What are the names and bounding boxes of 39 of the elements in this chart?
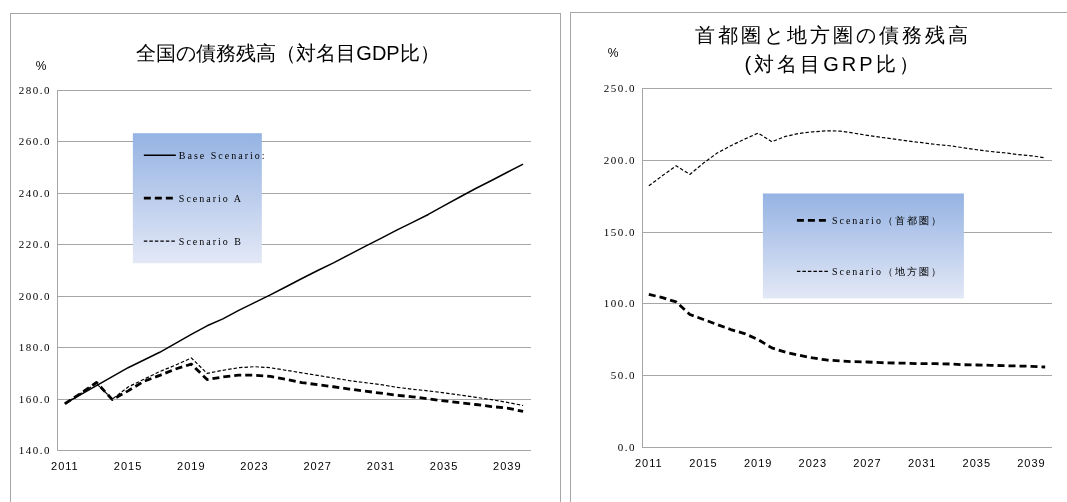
legend-label: Scenario（地方圏）	[831, 265, 943, 277]
x-tick-label: 2035	[962, 457, 992, 469]
x-tick-label: 2019	[743, 457, 773, 469]
x-tick-label: 2027	[853, 457, 882, 469]
y-tick-label: 200.0	[18, 289, 51, 302]
x-tick-label: 2039	[1017, 457, 1046, 469]
x-tick-label: 2011	[51, 460, 79, 472]
legend-label: Base Scenario:	[178, 149, 267, 161]
y-tick-label: 140.0	[18, 444, 51, 456]
y-axis-title: %	[607, 46, 619, 60]
x-tick-label: 2039	[493, 460, 522, 472]
y-tick-label: 250.0	[603, 82, 636, 94]
y-tick-label: 100.0	[603, 297, 636, 310]
y-tick-label: 160.0	[18, 392, 51, 405]
y-tick-label: 220.0	[18, 238, 51, 251]
x-tick-label: 2031	[907, 457, 937, 469]
legend-label: Scenario（首都圏）	[831, 214, 943, 226]
x-tick-label: 2035	[429, 460, 459, 472]
y-tick-label: 150.0	[603, 225, 636, 238]
x-tick-label: 2027	[303, 460, 332, 472]
y-tick-label: 0.0	[617, 441, 636, 453]
x-tick-label: 2019	[177, 460, 206, 472]
x-tick-label: 2015	[689, 457, 718, 469]
x-tick-label: 2015	[113, 460, 143, 472]
y-tick-label: 260.0	[18, 135, 51, 148]
x-tick-label: 2011	[635, 457, 663, 469]
chart-title: 全国の債務残高（対名目GDP比）	[136, 42, 440, 64]
chart-title: 首都圏と地方圏の債務残高 (対名目GRP比）	[695, 24, 971, 75]
x-tick-label: 2031	[366, 460, 396, 472]
y-tick-label: 200.0	[603, 153, 636, 166]
legend-label: Scenario A	[178, 192, 243, 204]
y-tick-label: 240.0	[18, 186, 51, 199]
x-tick-label: 2023	[240, 460, 269, 472]
x-tick-label: 2023	[798, 457, 828, 469]
y-tick-label: 280.0	[18, 84, 51, 96]
y-axis-title: %	[35, 59, 47, 73]
y-tick-label: 180.0	[18, 341, 51, 354]
legend-label: Scenario B	[178, 235, 243, 247]
y-tick-label: 50.0	[610, 369, 636, 382]
